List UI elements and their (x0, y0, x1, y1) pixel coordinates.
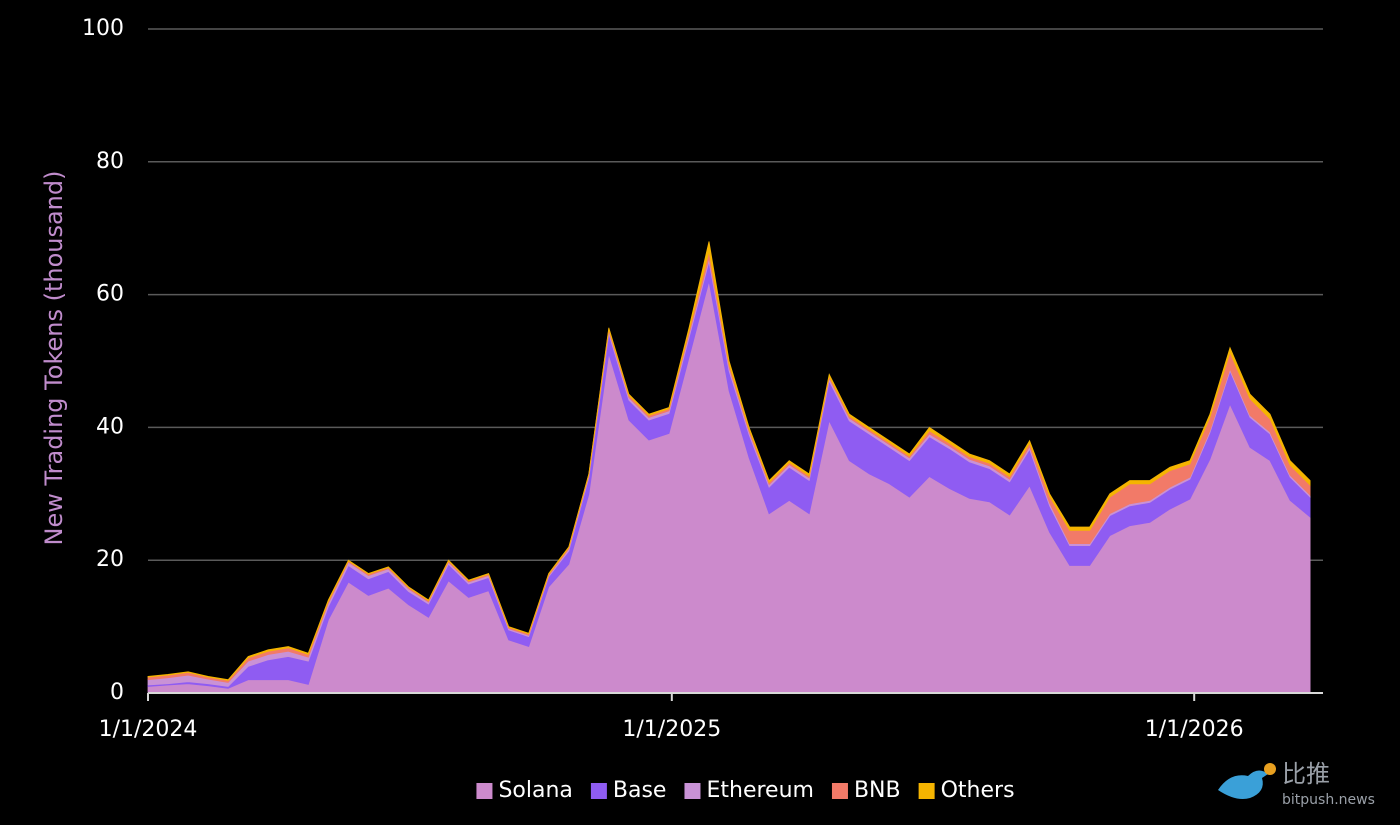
watermark-site: bitpush.news (1282, 792, 1375, 808)
legend-label: BNB (854, 778, 901, 803)
legend-swatch (684, 783, 701, 799)
areas (147, 241, 1311, 694)
legend-label: Solana (498, 778, 572, 803)
x-tick-label: 1/1/2024 (99, 717, 198, 742)
legend-swatch (831, 783, 848, 799)
legend-swatch (590, 783, 607, 799)
legend-label: Base (613, 778, 667, 803)
legend: Solana Base Ethereum BNB Others (476, 778, 1015, 803)
x-tick-label: 1/1/2026 (1145, 717, 1244, 742)
y-tick-label: 60 (96, 282, 124, 307)
watermark-name: 比推 (1282, 760, 1330, 788)
y-tick-label: 0 (110, 680, 124, 705)
area (147, 241, 1311, 681)
legend-label: Others (941, 778, 1015, 803)
y-axis-title: New Trading Tokens (thousand) (40, 171, 68, 546)
y-tick-label: 80 (96, 149, 124, 174)
y-tick-label: 40 (96, 414, 124, 439)
watermark-badge (1264, 763, 1276, 775)
y-tick-label: 100 (82, 16, 124, 41)
legend-label: Ethereum (706, 778, 813, 803)
x-tick-label: 1/1/2025 (622, 717, 721, 742)
watermark-logo (1218, 770, 1268, 799)
watermark: 比推 bitpush.news (1218, 760, 1375, 808)
y-tick-label: 20 (96, 547, 124, 572)
legend-swatch (476, 783, 493, 799)
legend-swatch (918, 783, 935, 799)
